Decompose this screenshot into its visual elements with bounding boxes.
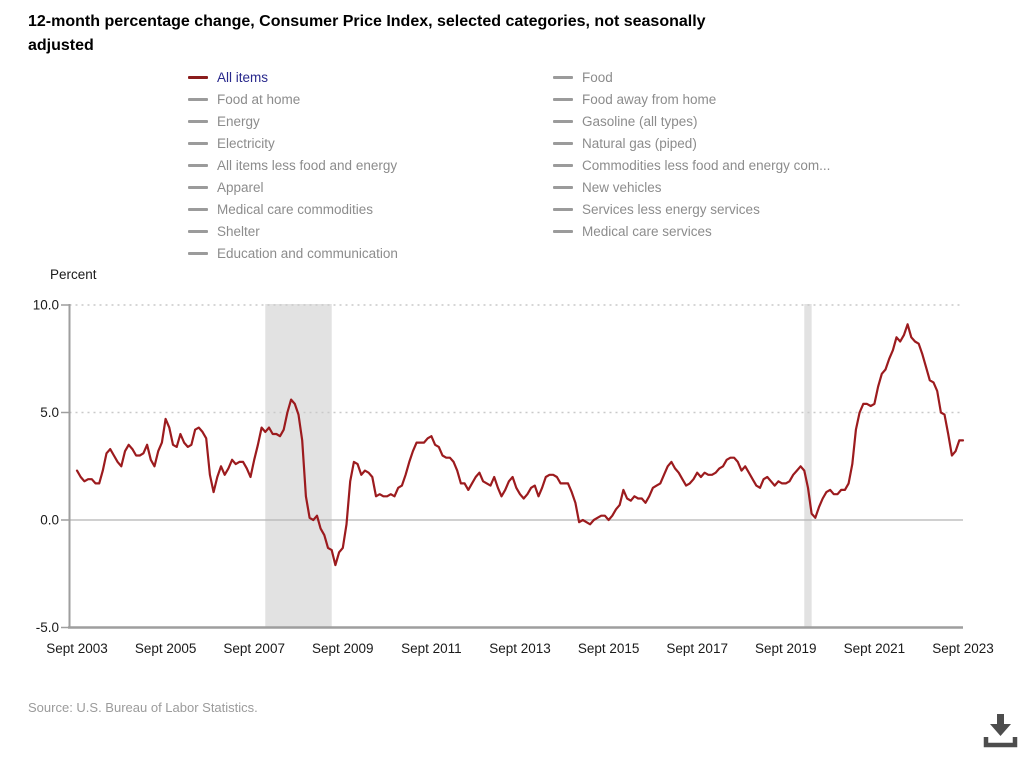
- all-items-line: [75, 323, 965, 567]
- chart-title-line2: adjusted: [28, 37, 94, 54]
- legend-item-label: Food: [582, 69, 613, 85]
- legend-item-label: Education and communication: [217, 245, 398, 261]
- legend-item-all-items[interactable]: All items: [188, 66, 398, 88]
- legend-item-food[interactable]: Food: [553, 66, 830, 88]
- legend-item-gasoline-all-types[interactable]: Gasoline (all types): [553, 110, 830, 132]
- download-icon: [983, 714, 1018, 748]
- legend-item-label: Services less energy services: [582, 201, 760, 217]
- legend-item-shelter[interactable]: Shelter: [188, 220, 398, 242]
- legend-item-label: All items less food and energy: [217, 157, 398, 173]
- legend-line-swatch: [188, 163, 208, 167]
- cpi-line-chart: 10.0 5.0 0.0 -5.0 Sept 2003 Sept 2005 Sept 200…: [33, 298, 994, 657]
- x-tick-label: Sept 2009: [312, 641, 374, 656]
- legend-item-all-items-less-food-and-energy[interactable]: All items less food and energy: [188, 154, 398, 176]
- legend-item-label: Apparel: [217, 179, 264, 195]
- chart-title-line1: 12-month percentage change, Consumer Pri…: [28, 13, 706, 30]
- legend-item-food-at-home[interactable]: Food at home: [188, 88, 398, 110]
- download-button[interactable]: [980, 710, 1020, 752]
- legend-item-commodities-less-food-and-energy-com[interactable]: Commodities less food and energy com...: [553, 154, 830, 176]
- legend-line-swatch: [188, 97, 208, 101]
- y-tick-label: 10.0: [33, 298, 59, 313]
- legend-line-swatch: [188, 75, 208, 79]
- legend-item-apparel[interactable]: Apparel: [188, 176, 398, 198]
- x-tick-label: Sept 2003: [46, 641, 108, 656]
- legend-item-medical-care-commodities[interactable]: Medical care commodities: [188, 198, 398, 220]
- legend-line-swatch: [188, 251, 208, 255]
- download-arrow-shape: [990, 714, 1011, 736]
- x-tick-label: Sept 2011: [401, 641, 462, 656]
- x-tick-label: Sept 2013: [489, 641, 551, 656]
- legend-item-label: Medical care services: [582, 223, 712, 239]
- x-tick-label: Sept 2021: [844, 641, 906, 656]
- y-tick-label: 5.0: [40, 405, 59, 420]
- legend-item-label: Medical care commodities: [217, 201, 374, 217]
- legend-column-2: Food Food away from home Gasoline (all typ…: [553, 66, 830, 242]
- legend-line-swatch: [553, 75, 573, 79]
- legend-item-label: Gasoline (all types): [582, 113, 698, 129]
- recession-band: [804, 304, 812, 627]
- legend-line-swatch: [188, 141, 208, 145]
- x-tick-label: Sept 2007: [223, 641, 285, 656]
- legend-item-label: Food away from home: [582, 91, 717, 107]
- legend-line-swatch: [553, 97, 573, 101]
- legend-item-label: Electricity: [217, 135, 275, 151]
- legend-item-label: All items: [217, 69, 269, 85]
- chart-title: 12-month percentage change, Consumer Pri…: [28, 10, 988, 58]
- download-tray-shape: [983, 737, 1018, 748]
- legend-line-swatch: [553, 207, 573, 211]
- legend-line-swatch: [553, 163, 573, 167]
- legend-item-energy[interactable]: Energy: [188, 110, 398, 132]
- x-tick-label: Sept 2005: [135, 641, 197, 656]
- legend-line-swatch: [188, 229, 208, 233]
- x-tick-label: Sept 2015: [578, 641, 640, 656]
- legend-line-swatch: [553, 141, 573, 145]
- x-tick-label: Sept 2017: [666, 641, 728, 656]
- legend-item-label: Food at home: [217, 91, 301, 107]
- legend-item-education-and-communication[interactable]: Education and communication: [188, 242, 398, 264]
- legend-item-natural-gas-piped[interactable]: Natural gas (piped): [553, 132, 830, 154]
- legend-item-food-away-from-home[interactable]: Food away from home: [553, 88, 830, 110]
- x-tick-label: Sept 2019: [755, 641, 817, 656]
- recession-band: [265, 304, 332, 627]
- legend-line-swatch: [188, 185, 208, 189]
- source-note: Source: U.S. Bureau of Labor Statistics.: [28, 700, 258, 715]
- legend-item-services-less-energy-services[interactable]: Services less energy services: [553, 198, 830, 220]
- legend-item-label: New vehicles: [582, 179, 662, 195]
- y-tick-label: -5.0: [36, 620, 59, 635]
- legend-line-swatch: [553, 185, 573, 189]
- legend-item-label: Shelter: [217, 223, 260, 239]
- legend-line-swatch: [553, 119, 573, 123]
- y-axis-unit-label: Percent: [50, 267, 97, 282]
- legend-item-label: Commodities less food and energy com...: [582, 157, 831, 173]
- legend-line-swatch: [553, 229, 573, 233]
- legend-line-swatch: [188, 119, 208, 123]
- legend-item-new-vehicles[interactable]: New vehicles: [553, 176, 830, 198]
- legend-item-label: Natural gas (piped): [582, 135, 697, 151]
- legend-item-label: Energy: [217, 113, 260, 129]
- legend-item-electricity[interactable]: Electricity: [188, 132, 398, 154]
- legend-line-swatch: [188, 207, 208, 211]
- x-tick-label: Sept 2023: [932, 641, 994, 656]
- legend-column-1: All items Food at home Energy Electricity Al…: [188, 66, 398, 264]
- y-tick-label: 0.0: [40, 513, 59, 528]
- legend-item-medical-care-services[interactable]: Medical care services: [553, 220, 830, 242]
